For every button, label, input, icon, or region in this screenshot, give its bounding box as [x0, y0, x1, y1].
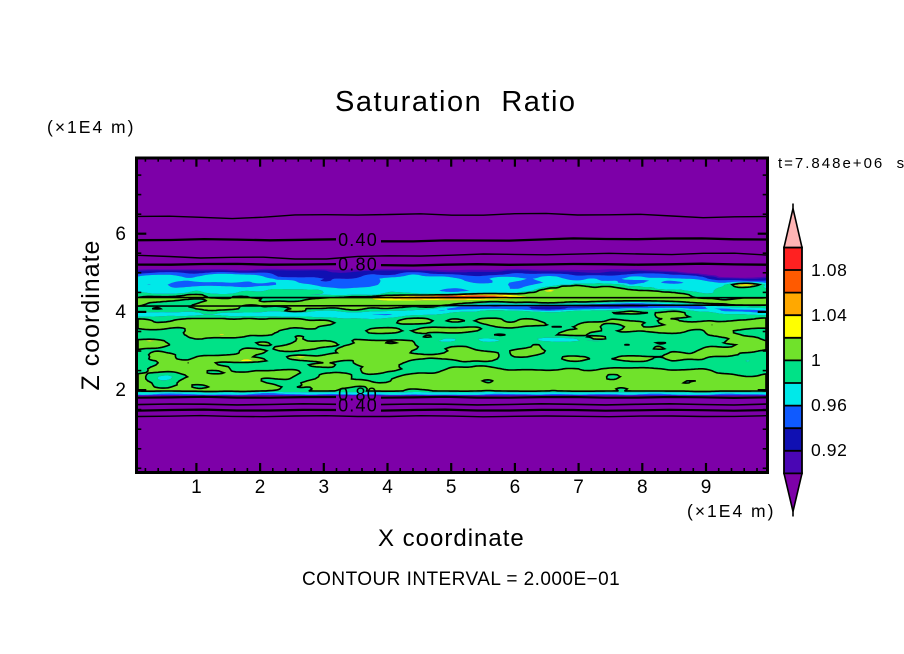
svg-text:0.40: 0.40: [338, 395, 378, 415]
svg-text:0.40: 0.40: [338, 230, 378, 250]
svg-text:0.80: 0.80: [338, 384, 378, 404]
svg-text:0.80: 0.80: [338, 254, 378, 274]
